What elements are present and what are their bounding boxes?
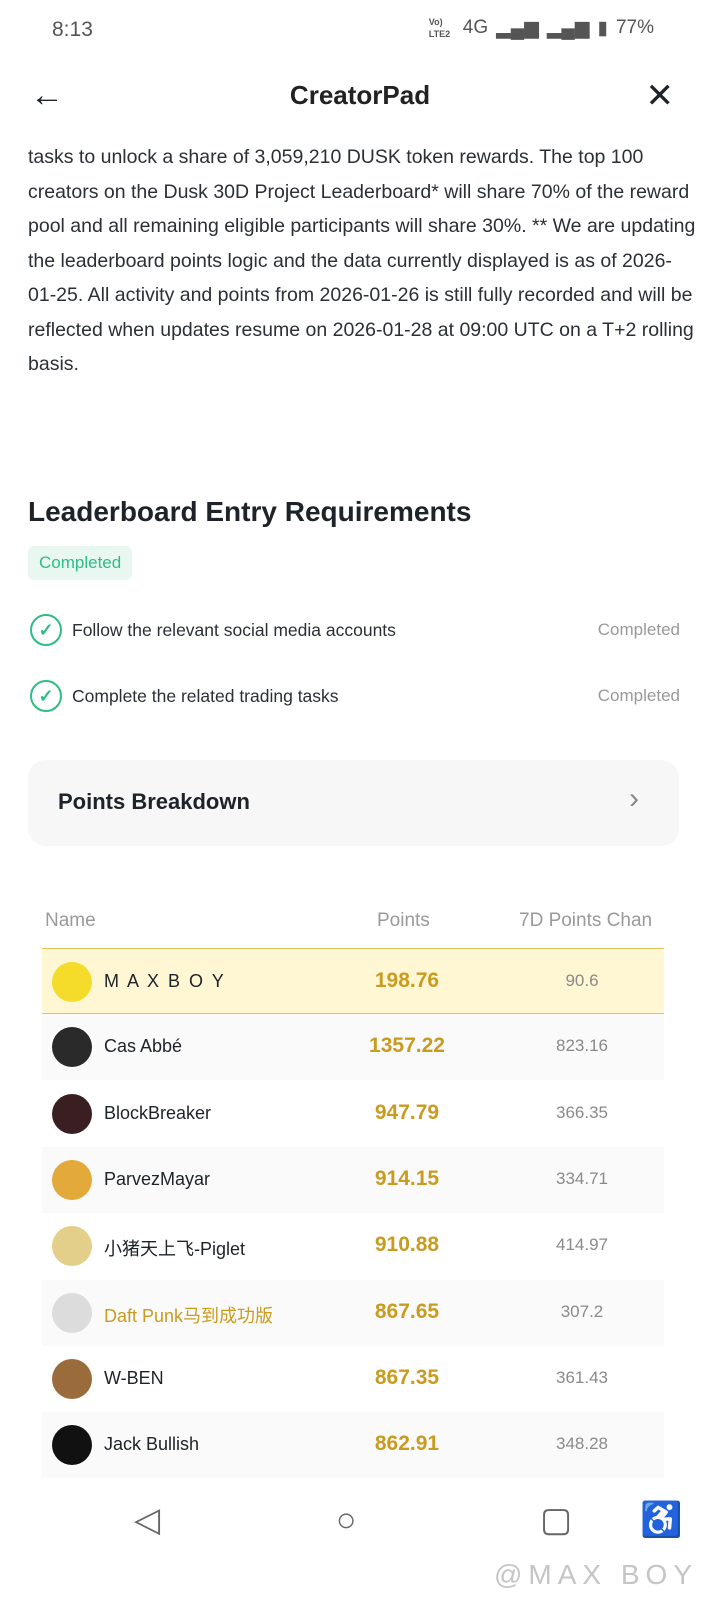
change-value: 366.35 — [556, 1102, 608, 1122]
avatar — [52, 962, 92, 1002]
volte-icon: Vo) LTE2 — [428, 17, 451, 39]
change-value: 307.2 — [560, 1301, 604, 1321]
change-value: 90.6 — [565, 971, 599, 990]
status-badge: Completed — [28, 546, 133, 580]
avatar — [52, 1292, 92, 1333]
table-header: Name Points 7D Points Chan — [45, 910, 665, 936]
avatar — [52, 1093, 92, 1134]
requirement-status: Completed — [597, 620, 680, 639]
creator-name: Jack Bullish — [104, 1434, 200, 1455]
points-breakdown-label: Points Breakdown — [58, 789, 250, 814]
table-row[interactable]: ParvezMayar 914.15 334.71 — [42, 1146, 664, 1213]
table-row[interactable]: Cas Abbé 1357.22 823.16 — [42, 1014, 664, 1081]
check-circle-icon: ✓ — [30, 614, 62, 646]
creator-name: Daft Punk马到成功版 — [104, 1305, 274, 1326]
requirement-label: Follow the relevant social media account… — [72, 619, 396, 640]
avatar — [52, 1027, 92, 1068]
points-value: 862.91 — [374, 1432, 440, 1456]
creator-name: ParvezMayar — [104, 1168, 211, 1189]
back-arrow-icon[interactable]: ← — [30, 76, 64, 114]
avatar — [52, 1358, 92, 1399]
change-value: 348.28 — [556, 1434, 608, 1454]
table-row[interactable]: W-BEN 867.35 361.43 — [42, 1346, 664, 1412]
avatar — [52, 1226, 92, 1267]
requirement-label: Complete the related trading tasks — [72, 685, 339, 706]
creator-name: 小猪天上飞-Piglet — [104, 1239, 246, 1260]
points-value: 947.79 — [374, 1100, 440, 1124]
creator-name: M A X B O Y — [104, 971, 226, 991]
nav-home-icon[interactable]: ○ — [336, 1501, 357, 1539]
points-value: 867.35 — [374, 1365, 440, 1389]
signal-icon-2: ▂▄▆ — [546, 17, 590, 39]
clock: 8:13 — [52, 18, 93, 41]
table-row[interactable]: Jack Bullish 862.91 348.28 — [42, 1412, 664, 1479]
creator-name: Cas Abbé — [104, 1036, 183, 1057]
watermark: @MAX BOY — [493, 1559, 698, 1590]
points-value: 867.65 — [374, 1299, 440, 1323]
points-value: 198.76 — [374, 969, 440, 992]
avatar — [52, 1159, 92, 1200]
signal-icon: ▂▄▆ — [496, 17, 539, 39]
table-row[interactable]: Daft Punk马到成功版 867.65 307.2 — [42, 1279, 664, 1346]
change-value: 414.97 — [556, 1235, 608, 1255]
requirements-title: Leaderboard Entry Requirements — [28, 496, 472, 527]
table-row[interactable]: M A X B O Y 198.76 90.6 — [42, 948, 664, 1014]
points-value: 1357.22 — [369, 1034, 445, 1058]
table-row[interactable]: 小猪天上飞-Piglet 910.88 414.97 — [42, 1213, 664, 1279]
column-7d-change: 7D Points Chan — [519, 910, 653, 931]
campaign-description: tasks to unlock a share of 3,059,210 DUS… — [28, 146, 696, 375]
points-value: 914.15 — [374, 1166, 440, 1190]
app-header: ← CreatorPad ✕ — [0, 62, 720, 128]
column-name: Name — [45, 910, 96, 931]
battery-icon: ▮ — [597, 17, 608, 39]
change-value: 823.16 — [556, 1036, 608, 1056]
column-points: Points — [377, 910, 430, 931]
requirement-status: Completed — [597, 686, 680, 705]
nav-recents-icon[interactable]: ▢ — [540, 1501, 573, 1539]
battery-level: 77% — [615, 17, 654, 38]
requirement-item: ✓ Follow the relevant social media accou… — [30, 613, 680, 647]
creator-name: W-BEN — [104, 1367, 164, 1388]
points-breakdown-button[interactable]: Points Breakdown › — [28, 760, 679, 846]
status-bar: 8:13 Vo) LTE2 4G ▂▄▆ ▂▄▆ ▮ 77% — [0, 0, 720, 60]
page-title: CreatorPad — [289, 80, 431, 110]
requirement-item: ✓ Complete the related trading tasks Com… — [30, 679, 680, 713]
table-row[interactable]: BlockBreaker 947.79 366.35 — [42, 1081, 664, 1147]
chevron-right-icon: › — [629, 782, 639, 815]
system-nav-bar: ◁ ○ ▢ ♿ — [0, 1496, 720, 1552]
avatar — [52, 1425, 92, 1466]
check-circle-icon: ✓ — [30, 680, 62, 712]
network-type: 4G — [462, 17, 489, 38]
change-value: 334.71 — [556, 1168, 608, 1188]
accessibility-icon[interactable]: ♿ — [640, 1501, 683, 1539]
change-value: 361.43 — [556, 1367, 608, 1387]
creator-name: BlockBreaker — [104, 1102, 212, 1123]
close-icon[interactable]: ✕ — [645, 77, 675, 115]
nav-back-icon[interactable]: ◁ — [134, 1501, 161, 1539]
points-value: 910.88 — [374, 1233, 440, 1257]
